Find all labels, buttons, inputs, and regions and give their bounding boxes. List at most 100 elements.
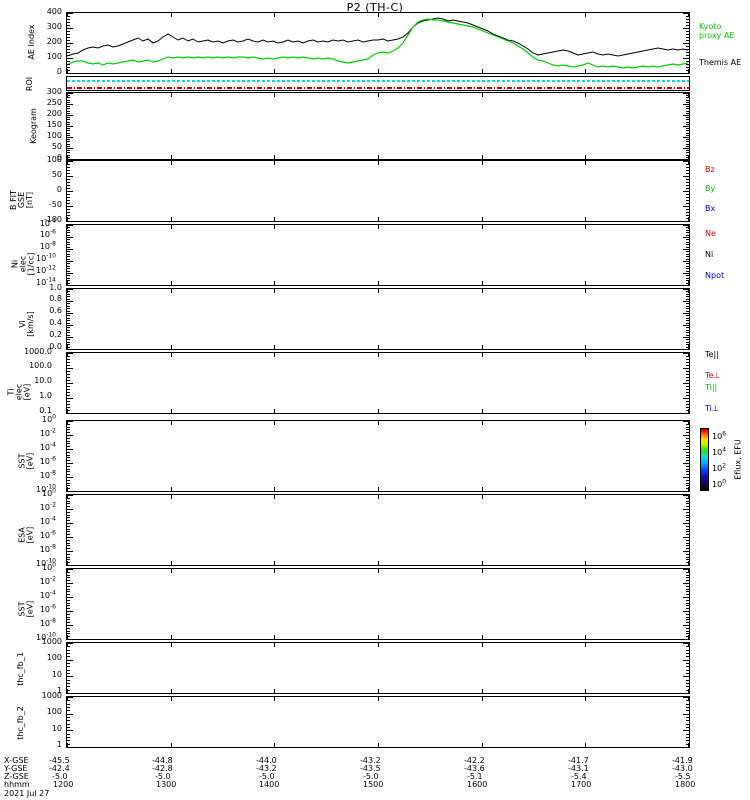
y-tick-major — [67, 676, 73, 677]
y-tick-major — [67, 551, 73, 552]
eflux-colorbar[interactable] — [700, 428, 709, 491]
xaxis-date: 2021 Jul 27 — [4, 789, 50, 798]
x-tick-major — [378, 743, 379, 747]
legend-ti-perp: Ti⊥ — [705, 404, 719, 413]
y-tick-minor — [686, 157, 689, 158]
x-tick-major — [67, 697, 68, 701]
y-tick-minor — [67, 663, 70, 664]
x-tick-major — [67, 93, 68, 97]
x-tick-major — [274, 289, 275, 293]
xaxis-col-time: 1300 — [156, 780, 177, 789]
panel-ni-density[interactable] — [66, 224, 690, 286]
y-tick-minor — [67, 572, 70, 573]
ytick: 0.2 — [49, 330, 62, 339]
x-tick-major — [482, 643, 483, 647]
y-tick-major — [67, 714, 73, 715]
ytick: 10 — [51, 724, 62, 733]
x-tick-major — [378, 345, 379, 349]
x-tick-major — [274, 69, 275, 73]
y-tick-major — [67, 660, 73, 661]
panel-esa-spectrogram[interactable] — [66, 494, 690, 566]
y-tick-minor — [67, 130, 70, 131]
colorbar-tick: 100 — [712, 478, 727, 489]
y-tick-minor — [67, 485, 70, 486]
x-tick-major — [274, 743, 275, 747]
xaxis-col-z: -5.0 — [259, 772, 275, 781]
ytick: 10-10 — [36, 252, 56, 263]
y-tick-major — [683, 693, 689, 694]
y-tick-minor — [67, 526, 70, 527]
y-tick-minor — [67, 603, 70, 604]
x-tick-major — [274, 353, 275, 357]
panel-thc-fb-1[interactable] — [66, 642, 690, 694]
y-tick-major — [683, 537, 689, 538]
panel-b-fit-gse[interactable] — [66, 160, 690, 222]
y-tick-minor — [67, 335, 70, 336]
y-tick-minor — [67, 371, 70, 372]
xaxis-col-z: -5.4 — [571, 772, 587, 781]
ytick: 10-4 — [39, 515, 56, 526]
ytick: 100 — [41, 487, 56, 498]
y-tick-major — [683, 58, 689, 59]
y-tick-minor — [67, 683, 70, 684]
panel-ti-temperature[interactable] — [66, 352, 690, 414]
y-tick-minor — [67, 517, 70, 518]
y-tick-minor — [67, 594, 70, 595]
y-tick-major — [67, 611, 73, 612]
y-tick-minor — [67, 296, 70, 297]
x-tick-major — [482, 69, 483, 73]
ytick: 1.0 — [39, 391, 52, 400]
y-tick-minor — [686, 46, 689, 47]
legend-te-para: Te|| — [705, 350, 719, 359]
panel-sst-spectrogram-1[interactable] — [66, 420, 690, 492]
y-tick-minor — [686, 283, 689, 284]
y-tick-minor — [686, 34, 689, 35]
y-tick-minor — [686, 179, 689, 180]
panel-ae-index[interactable] — [66, 12, 690, 74]
y-tick-minor — [67, 124, 70, 125]
y-tick-minor — [686, 404, 689, 405]
y-tick-minor — [67, 690, 70, 691]
y-tick-minor — [686, 717, 689, 718]
y-tick-minor — [686, 128, 689, 129]
x-tick-major — [378, 13, 379, 17]
panel-sst-spectrogram-2[interactable] — [66, 568, 690, 640]
xaxis-col-time: 1800 — [675, 780, 696, 789]
y-tick-minor — [67, 34, 70, 35]
y-tick-minor — [67, 744, 70, 745]
legend-bx: Bx — [705, 204, 716, 213]
panel-roi[interactable] — [66, 76, 690, 91]
panel-vi-velocity[interactable] — [66, 288, 690, 350]
panel-keogram[interactable] — [66, 92, 690, 160]
y-tick-minor — [686, 232, 689, 233]
y-tick-minor — [686, 545, 689, 546]
y-tick-minor — [686, 100, 689, 101]
y-tick-minor — [686, 540, 689, 541]
y-tick-minor — [67, 40, 70, 41]
panel-thc-fb-2[interactable] — [66, 696, 690, 748]
y-tick-minor — [67, 395, 70, 396]
y-tick-minor — [686, 22, 689, 23]
ytick: 50 — [51, 170, 62, 179]
x-tick-major — [274, 161, 275, 165]
y-tick-major — [683, 104, 689, 105]
y-tick-minor — [686, 235, 689, 236]
y-tick-minor — [686, 548, 689, 549]
x-tick-major — [688, 487, 689, 491]
y-tick-minor — [67, 315, 70, 316]
y-tick-minor — [67, 25, 70, 26]
y-tick-minor — [686, 531, 689, 532]
y-tick-minor — [686, 259, 689, 260]
y-tick-minor — [686, 603, 689, 604]
y-tick-minor — [686, 432, 689, 433]
y-tick-minor — [67, 469, 70, 470]
ytick: 100 — [46, 707, 62, 716]
y-tick-minor — [67, 95, 70, 96]
y-tick-major — [67, 93, 73, 94]
y-tick-major — [683, 273, 689, 274]
x-tick-major — [67, 561, 68, 565]
ytick: 300 — [46, 22, 62, 31]
ytick: 100 — [46, 52, 62, 61]
xaxis-col-y: -42.8 — [152, 764, 173, 773]
xaxis-col-x: -41.9 — [672, 756, 693, 765]
